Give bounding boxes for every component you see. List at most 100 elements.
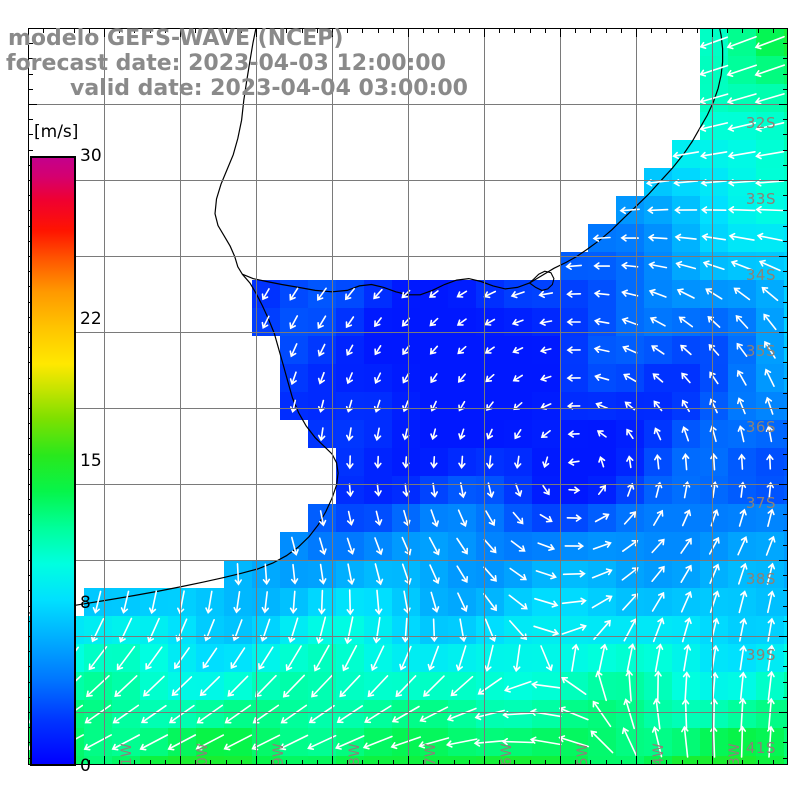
axis-tick — [783, 757, 788, 759]
axis-tick — [783, 58, 788, 60]
axis-tick — [783, 468, 788, 470]
axis-tick — [651, 28, 653, 33]
colorbar-tick-label: 8 — [80, 593, 91, 614]
wind-arrow — [767, 670, 775, 701]
axis-tick — [529, 760, 531, 765]
wind-arrow — [654, 643, 664, 673]
axis-tick — [438, 28, 440, 33]
wind-arrow — [289, 287, 299, 301]
wind-arrow — [258, 646, 274, 670]
axis-tick — [225, 760, 227, 765]
wind-arrow — [319, 563, 327, 585]
wind-arrow — [450, 675, 474, 697]
wind-arrow — [591, 568, 613, 579]
wind-arrow — [645, 179, 670, 187]
wind-arrow — [561, 623, 587, 635]
wind-arrow — [484, 618, 497, 642]
wind-arrow — [709, 590, 720, 614]
axis-tick — [392, 760, 394, 765]
wind-arrow — [648, 288, 667, 298]
wind-arrow — [674, 206, 698, 214]
raster-cell — [784, 756, 788, 765]
wind-arrow — [485, 510, 496, 527]
wind-arrow — [681, 425, 690, 442]
gridline-longitude — [180, 28, 181, 765]
wind-arrow — [429, 317, 439, 327]
raster-cell — [588, 756, 616, 765]
axis-tick — [256, 756, 257, 765]
axis-tick — [28, 104, 37, 105]
wind-arrow — [738, 590, 748, 614]
raster-cell — [784, 476, 788, 504]
wind-arrow — [418, 737, 450, 749]
wind-arrow — [647, 206, 669, 214]
wind-arrow — [766, 562, 776, 585]
axis-tick — [28, 134, 33, 136]
lat-label: 32S — [745, 114, 776, 132]
wind-arrow — [196, 704, 224, 724]
axis-tick — [666, 760, 668, 765]
raster-cell — [700, 756, 728, 765]
axis-tick — [757, 760, 759, 765]
axis-tick — [779, 104, 788, 105]
map-plot-area[interactable]: 32S33S34S35S36S37S38S39S41S62W61W60W59W5… — [28, 28, 788, 765]
axis-tick — [779, 484, 788, 485]
wind-arrow — [737, 536, 748, 556]
wind-arrow — [364, 705, 392, 724]
wind-arrow — [754, 93, 785, 105]
wind-arrow — [767, 644, 775, 671]
wind-arrow — [736, 342, 748, 357]
wind-arrow — [733, 287, 751, 301]
wind-arrow — [373, 288, 383, 300]
axis-tick — [544, 760, 546, 765]
wind-arrow — [538, 290, 554, 299]
raster-cell — [784, 336, 788, 364]
axis-tick — [712, 756, 713, 765]
axis-tick — [240, 760, 242, 765]
gridline-longitude — [636, 28, 637, 765]
lat-label: 41S — [745, 739, 776, 757]
lat-label: 39S — [745, 646, 776, 664]
wind-arrow — [737, 397, 746, 415]
axis-tick — [783, 134, 788, 136]
raster-cell — [784, 392, 788, 420]
axis-tick — [362, 28, 364, 33]
wind-arrow — [508, 594, 528, 610]
wind-arrow — [592, 234, 611, 242]
axis-tick — [681, 28, 683, 33]
raster-cell — [252, 756, 280, 765]
wind-arrow — [537, 542, 556, 551]
axis-tick — [453, 760, 455, 765]
wind-arrow — [726, 36, 757, 50]
wind-arrow — [680, 564, 692, 583]
axis-tick — [408, 756, 409, 765]
gridline-longitude — [712, 28, 713, 765]
axis-tick — [779, 408, 788, 409]
colorbar-tick-label: 15 — [80, 451, 102, 471]
wind-arrow — [681, 698, 690, 730]
wind-arrow — [148, 590, 158, 615]
raster-cell — [140, 756, 168, 765]
wind-arrow — [539, 318, 553, 326]
wind-arrow — [403, 590, 411, 615]
axis-tick — [779, 28, 788, 29]
lat-label: 34S — [745, 266, 776, 284]
axis-tick — [104, 756, 105, 765]
wind-arrow — [682, 453, 690, 471]
wind-arrow — [116, 645, 136, 671]
raster-cell — [784, 504, 788, 532]
wind-arrow — [595, 670, 607, 702]
wind-arrow — [531, 681, 561, 689]
wind-arrow — [681, 617, 692, 643]
raster-cell — [784, 112, 788, 140]
raster-cell — [784, 616, 788, 644]
wind-arrow — [374, 537, 384, 556]
axis-tick — [605, 28, 607, 33]
wind-arrow — [374, 563, 384, 586]
wind-arrow — [374, 483, 382, 497]
wind-arrow — [456, 537, 468, 555]
wind-arrow — [539, 513, 553, 523]
gridline-latitude — [28, 104, 788, 105]
lat-label: 36S — [745, 418, 776, 436]
wind-arrow — [374, 372, 382, 385]
